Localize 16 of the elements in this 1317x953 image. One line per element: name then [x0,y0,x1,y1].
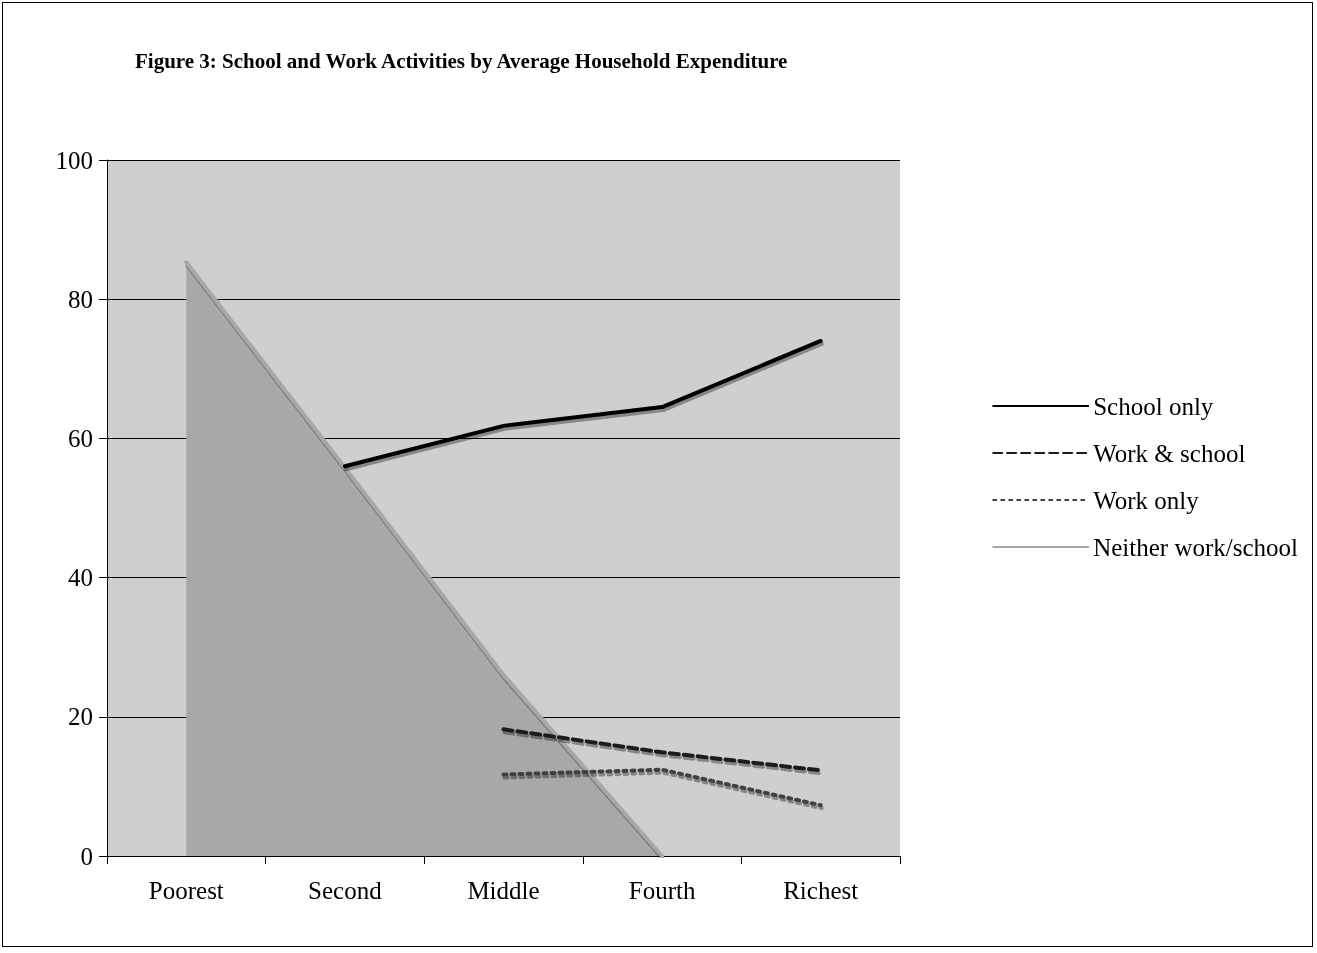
chart-title: Figure 3: School and Work Activities by Average Household Expenditure [135,48,788,73]
legend-label: Work only [1093,486,1200,514]
x-tick-label: Second [308,877,383,904]
x-tick-label: Middle [467,877,540,904]
y-tick-label: 20 [68,703,93,731]
x-tick-label: Fourth [628,877,696,904]
y-tick-label: 80 [68,285,93,313]
y-tick-label: 100 [55,146,93,174]
legend-label: School only [1093,392,1214,420]
y-tick-label: 60 [68,424,93,452]
legend-label: Work & school [1093,439,1246,467]
y-tick-label: 40 [68,564,93,592]
y-tick-label: 0 [80,842,93,870]
x-tick-label: Richest [783,877,859,904]
legend-label: Neither work/school [1093,533,1299,561]
x-tick-label: Poorest [148,877,224,904]
